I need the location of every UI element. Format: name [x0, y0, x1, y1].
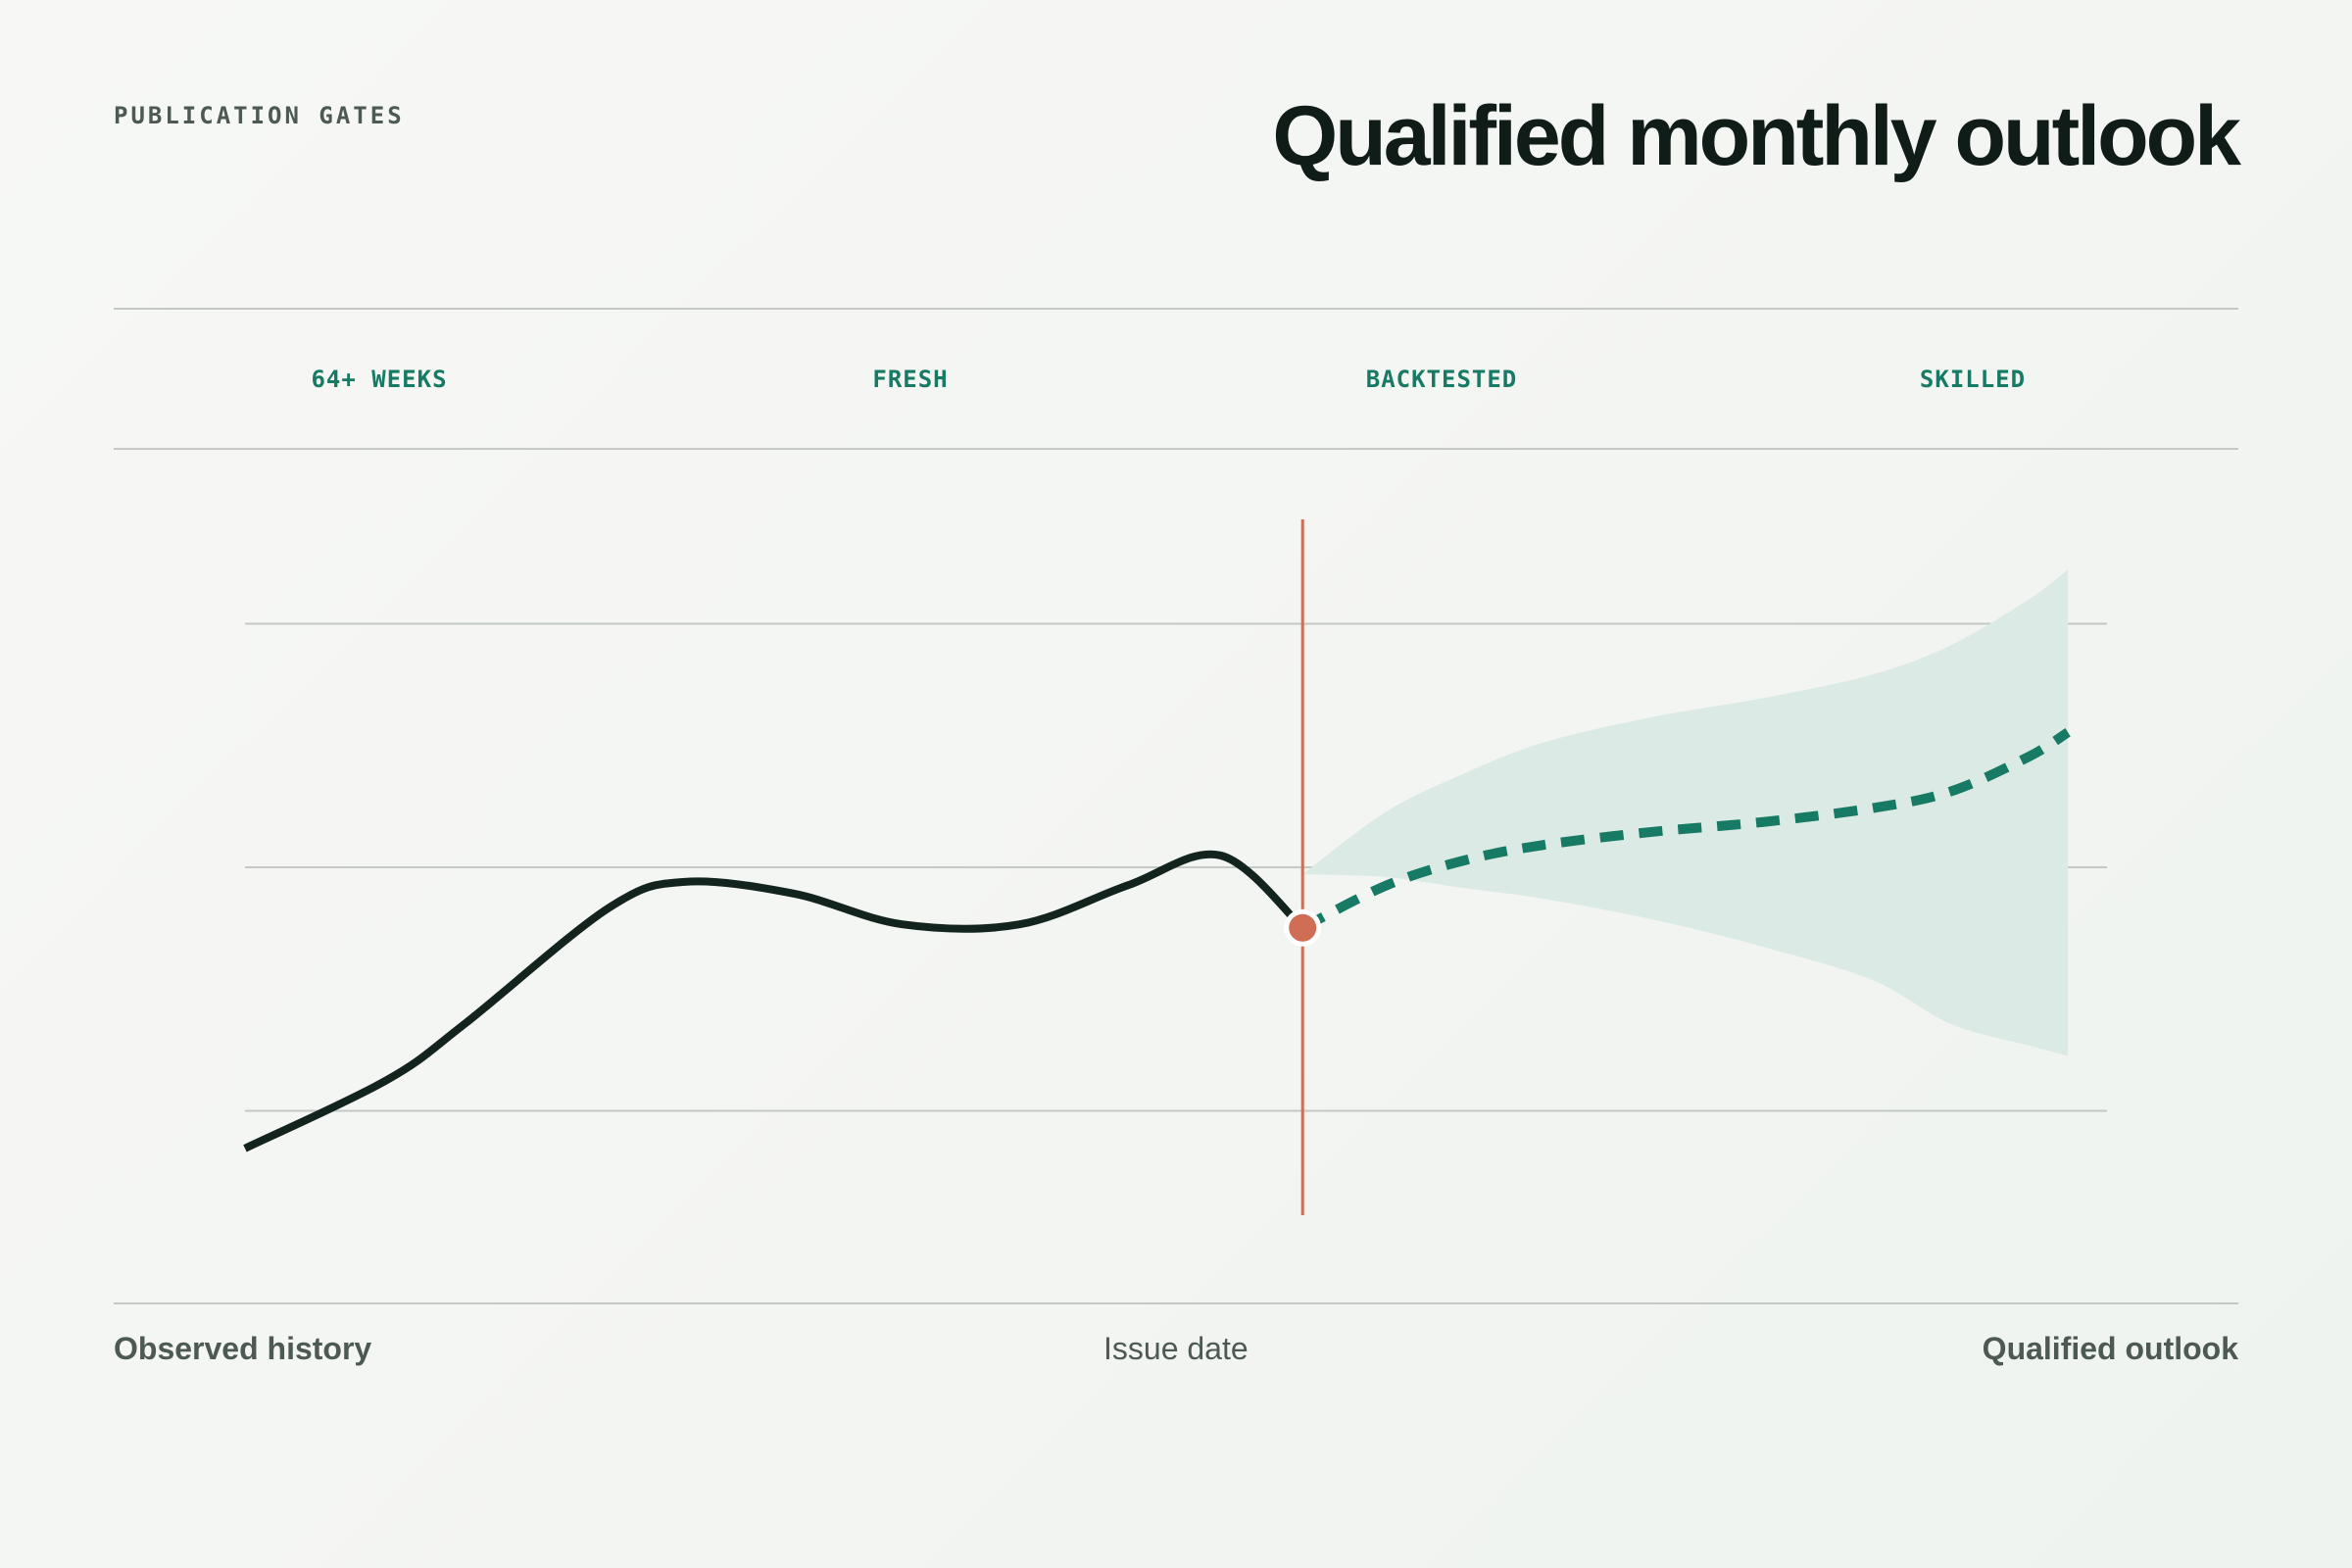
- qualified-outlook-label: Qualified outlook: [1982, 1331, 2238, 1366]
- gate-fresh: FRESH: [872, 366, 949, 393]
- gate-backtested: BACKTESTED: [1365, 366, 1518, 393]
- issue-date-label: Issue date: [1103, 1331, 1249, 1366]
- gates-bottom-rule: [114, 448, 2238, 450]
- issue-point: [1289, 913, 1317, 942]
- forecast-dashed-line: [1299, 728, 2071, 933]
- eyebrow-label: PUBLICATION GATES: [114, 102, 405, 129]
- forecast-uncertainty-band: [1302, 569, 2069, 1056]
- gate-skilled: SKILLED: [1919, 366, 2027, 393]
- observed-history-line: [243, 850, 1305, 1152]
- gate-weeks: 64+ WEEKS: [311, 366, 448, 393]
- gates-top-rule: [114, 308, 2238, 310]
- footer-rule: [114, 1302, 2238, 1304]
- page-title: Qualified monthly outlook: [1272, 89, 2241, 183]
- observed-history-label: Observed history: [114, 1331, 372, 1366]
- gates-row: 64+ WEEKS FRESH BACKTESTED SKILLED: [114, 310, 2238, 449]
